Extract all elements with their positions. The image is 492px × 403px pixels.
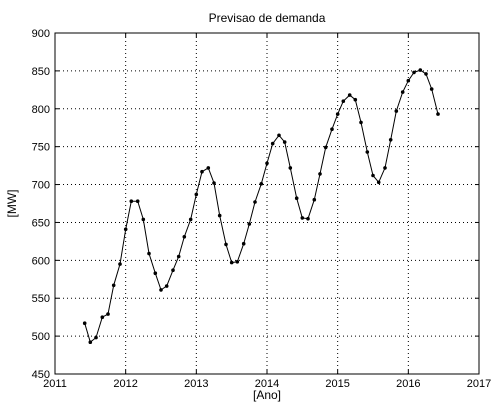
y-tick-label: 600: [32, 255, 50, 267]
data-point: [235, 260, 240, 264]
data-point: [265, 161, 269, 166]
x-tick-label: 2014: [255, 378, 279, 390]
x-tick-label: 2015: [325, 378, 349, 390]
data-point: [424, 72, 428, 76]
data-point: [300, 216, 305, 220]
data-point: [182, 235, 187, 239]
data-point: [277, 133, 281, 138]
data-point: [429, 87, 434, 91]
data-point: [436, 112, 440, 116]
data-point: [253, 200, 257, 204]
data-point: [123, 227, 128, 232]
data-point: [294, 196, 299, 200]
x-axis-label: [Ano]: [253, 388, 281, 402]
data-point: [153, 271, 158, 276]
x-tick-label: 2012: [113, 378, 137, 390]
y-tick-label: 900: [32, 28, 50, 40]
data-point: [141, 217, 146, 222]
data-point: [111, 283, 116, 288]
data-point: [347, 93, 352, 97]
y-tick-label: 500: [32, 331, 50, 343]
data-point: [259, 182, 264, 186]
y-tick-label: 800: [32, 104, 50, 116]
data-point: [200, 169, 204, 174]
data-point: [217, 213, 222, 218]
data-point: [400, 90, 405, 94]
data-point: [323, 145, 328, 150]
y-tick-label: 550: [32, 293, 50, 305]
data-point: [412, 70, 416, 75]
data-point: [418, 68, 423, 72]
x-tick-label: 2016: [396, 378, 420, 390]
data-point: [335, 112, 340, 116]
data-point: [359, 120, 363, 125]
data-point: [353, 97, 358, 102]
y-tick-label: 850: [32, 66, 50, 78]
data-point: [94, 335, 98, 340]
data-point: [164, 284, 169, 288]
data-point: [376, 180, 381, 185]
data-point: [394, 109, 399, 113]
axis-ticks: 2011 2012 2013 2014 2015 2016 2017 450 500 550 600…: [32, 28, 492, 390]
x-tick-label: 2017: [467, 378, 491, 390]
data-point: [229, 260, 234, 265]
data-point: [171, 268, 175, 273]
grid-lines: [55, 33, 479, 374]
data-point: [330, 127, 334, 131]
data-series: [82, 68, 440, 345]
data-point: [147, 251, 151, 256]
data-point: [106, 312, 110, 316]
data-point: [288, 166, 293, 170]
data-point: [371, 173, 375, 178]
data-point: [383, 166, 387, 170]
data-point: [88, 340, 93, 345]
y-tick-label: 650: [32, 217, 50, 229]
data-point: [224, 242, 228, 247]
x-tick-label: 2011: [43, 378, 67, 390]
data-point: [212, 181, 216, 185]
data-point: [341, 99, 346, 103]
data-point: [312, 197, 317, 202]
data-point: [241, 241, 246, 246]
data-point: [100, 315, 105, 320]
data-point: [206, 166, 211, 170]
data-point: [118, 262, 122, 266]
data-point: [159, 288, 163, 292]
data-point: [365, 150, 370, 154]
y-tick-label: 700: [32, 180, 50, 192]
data-point: [318, 172, 322, 176]
data-point: [388, 138, 393, 142]
data-point: [247, 222, 252, 226]
y-tick-label: 750: [32, 142, 50, 154]
data-point: [82, 321, 87, 326]
data-point: [176, 254, 181, 259]
data-point: [406, 78, 411, 83]
data-point: [135, 199, 140, 203]
data-point: [188, 217, 193, 222]
data-point: [306, 216, 310, 221]
y-axis-label: [MW]: [5, 190, 19, 218]
data-point: [194, 192, 199, 197]
chart-title: Previsao de demanda: [209, 11, 326, 25]
data-point: [129, 199, 134, 203]
y-tick-label: 450: [32, 369, 50, 381]
data-point: [282, 140, 287, 144]
data-point: [270, 141, 275, 146]
x-tick-label: 2013: [184, 378, 208, 390]
